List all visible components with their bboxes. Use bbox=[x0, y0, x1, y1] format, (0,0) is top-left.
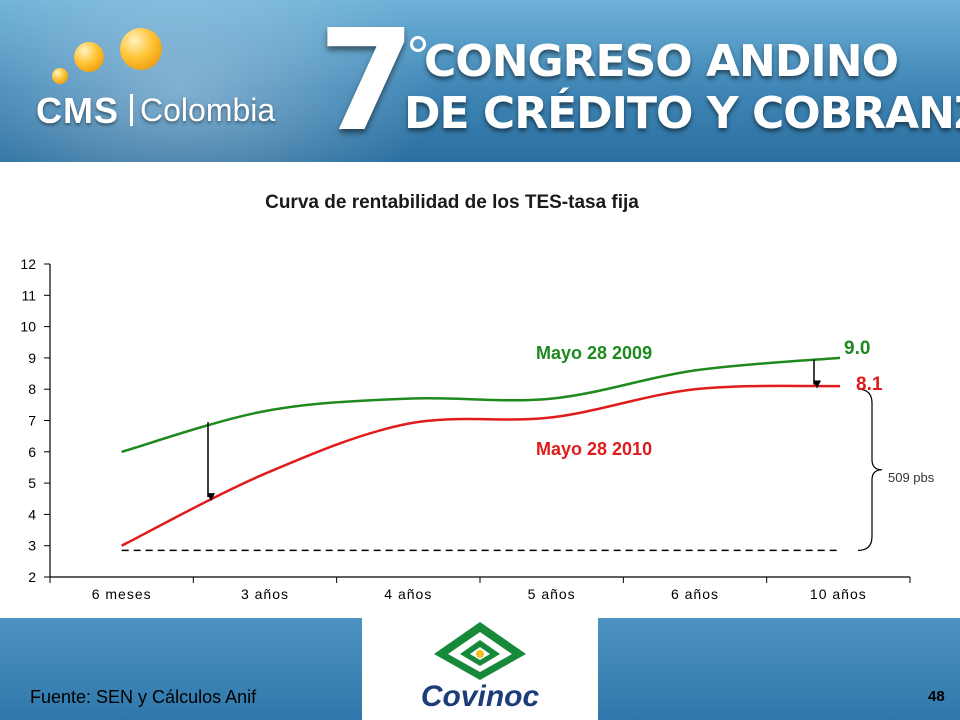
y-tick-label: 7 bbox=[28, 413, 36, 429]
banner-glow bbox=[0, 0, 440, 162]
x-tick-label: 4 años bbox=[384, 586, 432, 602]
series-label-2009: Mayo 28 2009 bbox=[536, 343, 652, 363]
y-tick-label: 12 bbox=[20, 256, 36, 272]
chart-panel bbox=[0, 162, 960, 618]
degree-icon bbox=[410, 36, 426, 52]
y-tick-label: 6 bbox=[28, 444, 36, 460]
spread-annotation: 509 pbs bbox=[888, 470, 935, 485]
page-number: 48 bbox=[928, 688, 945, 705]
y-tick-label: 3 bbox=[28, 538, 36, 554]
chart-axes: 2 3 4 5 6 7 8 9 10 11 12 6 meses 3 años 4 años 5 años 6… bbox=[20, 256, 911, 602]
x-tick-label: 5 años bbox=[528, 586, 576, 602]
event-title-line1: CONGRESO ANDINO bbox=[424, 36, 899, 87]
brand-separator bbox=[130, 94, 133, 126]
event-number: 7 bbox=[318, 0, 416, 162]
brand-subtitle: Colombia bbox=[140, 92, 276, 128]
source-note: Fuente: SEN y Cálculos Anif bbox=[30, 687, 257, 707]
header-banner: CMS Colombia 7 CONGRESO ANDINO DE CRÉDIT… bbox=[0, 0, 960, 162]
end-value-2009: 9.0 bbox=[844, 338, 870, 359]
orb-icon bbox=[74, 42, 104, 72]
chart-title: Curva de rentabilidad de los TES-tasa fi… bbox=[265, 192, 639, 213]
y-tick-label: 2 bbox=[28, 569, 36, 585]
chart-marks bbox=[121, 356, 883, 552]
y-tick-label: 5 bbox=[28, 475, 36, 491]
spread-brace bbox=[857, 388, 883, 551]
brand-logo: CMS bbox=[36, 90, 119, 131]
y-tick-label: 11 bbox=[21, 287, 36, 303]
covinoc-wordmark: Covinoc bbox=[420, 680, 540, 713]
y-tick-label: 8 bbox=[28, 381, 36, 397]
y-tick-label: 9 bbox=[28, 350, 36, 366]
orb-icon bbox=[52, 68, 68, 84]
series-line-2009 bbox=[121, 356, 841, 454]
orb-icon bbox=[120, 28, 162, 70]
covinoc-logo: Covinoc bbox=[362, 618, 598, 720]
x-tick-label: 6 meses bbox=[92, 586, 152, 602]
yield-curve-chart: Curva de rentabilidad de los TES-tasa fi… bbox=[20, 192, 935, 602]
end-value-2010: 8.1 bbox=[856, 374, 883, 395]
x-tick-label: 10 años bbox=[810, 586, 867, 602]
y-tick-label: 4 bbox=[28, 506, 36, 522]
series-line-2010 bbox=[121, 384, 841, 547]
x-tick-label: 6 años bbox=[671, 586, 719, 602]
x-tick-label: 3 años bbox=[241, 586, 289, 602]
y-tick-label: 10 bbox=[20, 319, 36, 335]
series-label-2010: Mayo 28 2010 bbox=[536, 439, 652, 459]
event-title-line2: DE CRÉDITO Y COBRANZAS bbox=[404, 88, 960, 139]
covinoc-emblem-icon bbox=[434, 622, 526, 680]
